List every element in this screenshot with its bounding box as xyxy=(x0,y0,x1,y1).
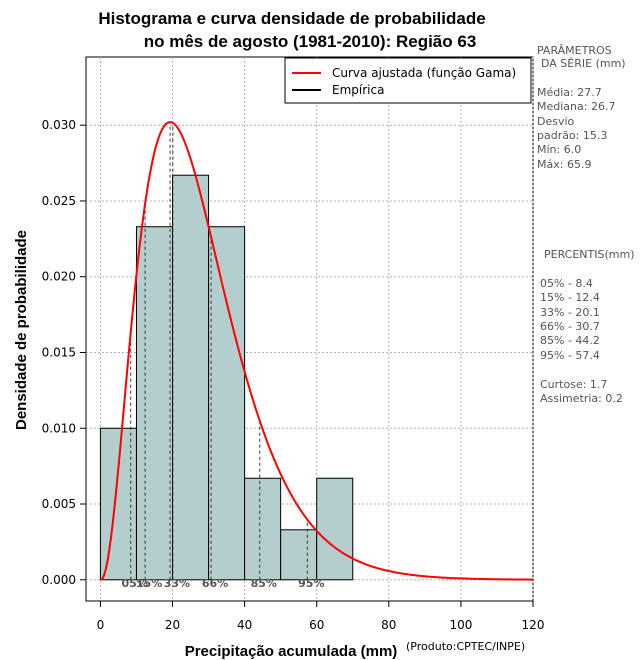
percentil-05: 05% - 8.4 xyxy=(540,277,593,290)
percentile-label-5: 95% xyxy=(298,577,324,590)
param-media: Média: 27.7 xyxy=(537,86,602,99)
percentile-labels: 05%15% 33% 66% 85% 95% xyxy=(122,577,325,590)
percentile-label-0: 05% xyxy=(122,577,148,590)
stat-assimetria: Assimetria: 0.2 xyxy=(540,392,623,405)
credit-text: (Produto:CPTEC/INPE) xyxy=(406,640,525,653)
legend-label-empirical: Empírica xyxy=(332,83,384,97)
histogram-bar-1 xyxy=(135,226,174,581)
percentile-label-1: 15% xyxy=(136,577,162,590)
percentiles-panel: PERCENTIS(mm) 05% - 8.4 15% - 12.4 33% -… xyxy=(540,248,635,405)
x-tick-label-5: 100 xyxy=(449,618,472,632)
percentile-label-4: 85% xyxy=(251,577,277,590)
y-tick-label-1: 0.005 xyxy=(42,497,76,511)
gamma-curve-group xyxy=(99,121,534,581)
param-mediana: Mediana: 26.7 xyxy=(537,100,615,113)
y-axis-label: Densidade de probabilidade xyxy=(13,230,30,430)
percentil-33: 33% - 20.1 xyxy=(540,306,600,319)
param-max: Máx: 65.9 xyxy=(537,158,591,171)
percentile-label-2: 33% xyxy=(164,577,190,590)
legend-box xyxy=(284,57,532,104)
y-tick-label-6: 0.030 xyxy=(42,118,76,132)
x-tick-label-6: 120 xyxy=(522,618,545,632)
x-axis: 0 20 40 60 80 100 120 xyxy=(97,600,545,632)
gamma-curve xyxy=(99,121,534,581)
legend-label-curve: Curva ajustada (função Gama) xyxy=(332,66,516,80)
histogram-bar-2 xyxy=(172,174,210,581)
y-tick-label-5: 0.025 xyxy=(42,194,76,208)
y-axis: 0.000 0.005 0.010 0.015 0.020 0.025 0.030 xyxy=(42,118,86,587)
percentil-95: 95% - 57.4 xyxy=(540,349,600,362)
param-desvio-1: Desvio xyxy=(537,115,575,128)
param-min: Mín: 6.0 xyxy=(537,143,581,156)
histogram-bar-3 xyxy=(208,226,246,581)
params-title-1: PARÂMETROS xyxy=(537,44,612,57)
histogram-bar-6 xyxy=(316,477,354,581)
x-tick-label-4: 80 xyxy=(381,618,396,632)
percentile-label-3: 66% xyxy=(202,577,228,590)
stat-curtose: Curtose: 1.7 xyxy=(540,378,607,391)
percentil-85: 85% - 44.2 xyxy=(540,334,600,347)
params-title-2: DA SÉRIE (mm) xyxy=(541,57,626,70)
percentil-15: 15% - 12.4 xyxy=(540,291,600,304)
y-tick-label-0: 0.000 xyxy=(42,573,76,587)
percentile-lines xyxy=(130,122,308,580)
chart-title: Histograma e curva densidade de probabil… xyxy=(98,9,485,28)
chart-subtitle: no mês de agosto (1981-2010): Região 63 xyxy=(144,32,477,51)
x-axis-label: Precipitação acumulada (mm) xyxy=(185,643,398,660)
percentil-66: 66% - 30.7 xyxy=(540,320,600,333)
percentis-title: PERCENTIS(mm) xyxy=(544,248,635,261)
legend: Curva ajustada (função Gama) Empírica xyxy=(284,57,532,104)
x-tick-label-0: 0 xyxy=(97,618,105,632)
x-tick-label-2: 40 xyxy=(237,618,252,632)
x-tick-label-3: 60 xyxy=(309,618,324,632)
histogram-bar-5 xyxy=(280,529,318,581)
y-tick-label-4: 0.020 xyxy=(42,270,76,284)
series-parameters-panel: PARÂMETROS DA SÉRIE (mm) Média: 27.7 Med… xyxy=(537,44,626,171)
y-tick-label-2: 0.010 xyxy=(42,421,76,435)
histogram-bar-4 xyxy=(244,477,282,581)
x-tick-label-1: 20 xyxy=(165,618,180,632)
param-desvio-2: padrão: 15.3 xyxy=(537,129,607,142)
y-tick-label-3: 0.015 xyxy=(42,345,76,359)
